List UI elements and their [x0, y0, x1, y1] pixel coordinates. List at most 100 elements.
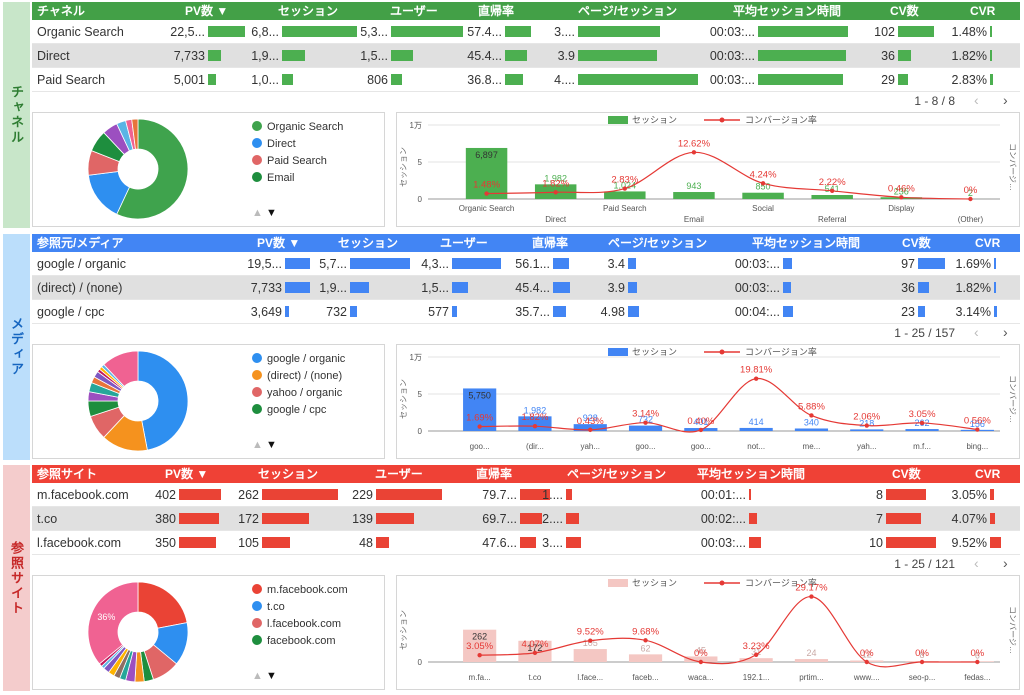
y-tick-label: 0 — [418, 427, 423, 436]
bar-value-label: 105 — [583, 638, 598, 648]
x-tick-label: l.face... — [577, 673, 603, 682]
column-header[interactable]: PV数 ▼ — [165, 467, 209, 481]
cell-bar — [285, 306, 290, 317]
cell-value: 1.... — [542, 488, 563, 502]
cell-value: 1,0... — [251, 73, 279, 87]
legend-label: m.facebook.com — [267, 584, 348, 596]
cell-value: 172 — [238, 512, 259, 526]
prev-page[interactable]: ‹ — [974, 555, 979, 571]
column-header: セッション — [258, 467, 319, 481]
bar-value-label: 2 — [968, 188, 973, 198]
line-point — [753, 376, 759, 381]
line — [479, 378, 978, 433]
legend-swatch — [252, 618, 262, 628]
cell-bar — [208, 26, 245, 37]
x-tick-label: yah... — [857, 442, 877, 451]
x-tick-label: goo... — [636, 442, 656, 451]
x-tick-label: 192.1... — [743, 673, 770, 682]
cell-value: 3.05% — [951, 488, 987, 502]
cell-bar — [628, 282, 637, 293]
column-header: CVR — [975, 467, 1001, 481]
bar — [739, 658, 773, 662]
line-point — [975, 659, 980, 665]
line-point — [698, 659, 704, 665]
line-value-label: 0.56% — [964, 416, 991, 427]
line-value-label: 1.48% — [473, 180, 500, 191]
bar-value-label: 62 — [641, 643, 651, 653]
bar — [794, 659, 829, 662]
x-tick-label: Referral — [818, 215, 847, 224]
legend-label: コンバージョン率 — [745, 115, 817, 125]
cell-bar — [783, 258, 792, 269]
column-header: 参照元/メディア — [37, 236, 124, 250]
cell-value: 732 — [326, 305, 347, 319]
line-value-label: 1.82% — [542, 178, 569, 189]
cell-bar — [553, 258, 570, 269]
bar-value-label: 172 — [527, 643, 542, 653]
bar — [604, 191, 646, 199]
cell-value: 577 — [428, 305, 449, 319]
section: 参照サイト 参照サイト PV数 ▼ セッション ユーザー 直帰率 ページ/セッション 平均セッ… — [0, 465, 1024, 691]
cell-bar — [350, 282, 369, 293]
row-label: l.facebook.com — [37, 536, 122, 550]
card — [396, 344, 1020, 459]
cell-value: 35.7... — [515, 305, 550, 319]
cell-bar — [285, 258, 311, 269]
line-value-label: 29.17% — [795, 583, 828, 594]
column-header: ユーザー — [390, 4, 438, 18]
section-label: メディア — [3, 234, 30, 460]
bar-value-label: 12 — [862, 650, 872, 660]
cell-value: 380 — [155, 512, 176, 526]
cell-value: 00:03:... — [734, 281, 780, 295]
line-value-label: 0.46% — [888, 183, 915, 194]
cell-bar — [452, 258, 502, 269]
cell-value: 9.52% — [951, 536, 987, 550]
column-header: 参照サイト — [37, 467, 98, 481]
bar-value-label: 732 — [638, 415, 653, 425]
cell-bar — [505, 74, 523, 85]
line-value-label: 0% — [915, 648, 929, 659]
cell-value: 00:03:... — [709, 49, 755, 63]
legend-label: facebook.com — [267, 635, 335, 647]
y2-axis-title: コンバージ… — [1008, 375, 1017, 423]
cell-value: 79.7... — [482, 488, 517, 502]
legend-prev: ▲ — [252, 207, 263, 219]
legend-swatch — [252, 353, 262, 363]
legend-swatch — [252, 121, 262, 131]
next-page[interactable]: › — [1003, 324, 1008, 340]
line-point — [588, 427, 593, 433]
bar-value-label: 6 — [975, 650, 980, 660]
next-page[interactable]: › — [1003, 92, 1008, 108]
cell-value: 8 — [876, 488, 883, 502]
column-header: 平均セッション時間 — [752, 236, 861, 250]
line-point — [760, 181, 766, 186]
bar — [905, 429, 939, 431]
prev-page[interactable]: ‹ — [974, 324, 979, 340]
bar-value-label: 340 — [804, 417, 819, 427]
y-axis-title: セッション — [399, 379, 408, 419]
next-page[interactable]: › — [1003, 555, 1008, 571]
cell-value: 350 — [155, 536, 176, 550]
cell-bar — [628, 258, 637, 269]
bar-value-label: 414 — [749, 417, 764, 427]
cell-bar — [391, 74, 402, 85]
cell-value: 00:03:... — [734, 257, 780, 271]
line-value-label: 4.07% — [521, 639, 548, 650]
line-point — [477, 424, 482, 429]
prev-page[interactable]: ‹ — [974, 92, 979, 108]
cell-value: 5,3... — [360, 25, 388, 39]
column-header[interactable]: PV数 ▼ — [185, 4, 229, 18]
cell-value: 1,9... — [251, 49, 279, 63]
column-header[interactable]: PV数 ▼ — [257, 236, 301, 250]
line-point — [809, 413, 814, 418]
cell-value: 2.83% — [951, 73, 987, 87]
line-point — [532, 423, 538, 429]
y-tick-label: 5 — [418, 390, 423, 399]
cell-value: 36 — [881, 49, 895, 63]
cell-value: 57.4... — [467, 25, 502, 39]
column-header: ページ/セッション — [608, 236, 708, 250]
x-tick-label: Organic Search — [459, 204, 515, 213]
charts: 36% m.facebook.com t.co l.facebook.com faceb… — [32, 575, 1020, 690]
line-point — [643, 420, 648, 425]
x-tick-label: bing... — [966, 442, 988, 451]
